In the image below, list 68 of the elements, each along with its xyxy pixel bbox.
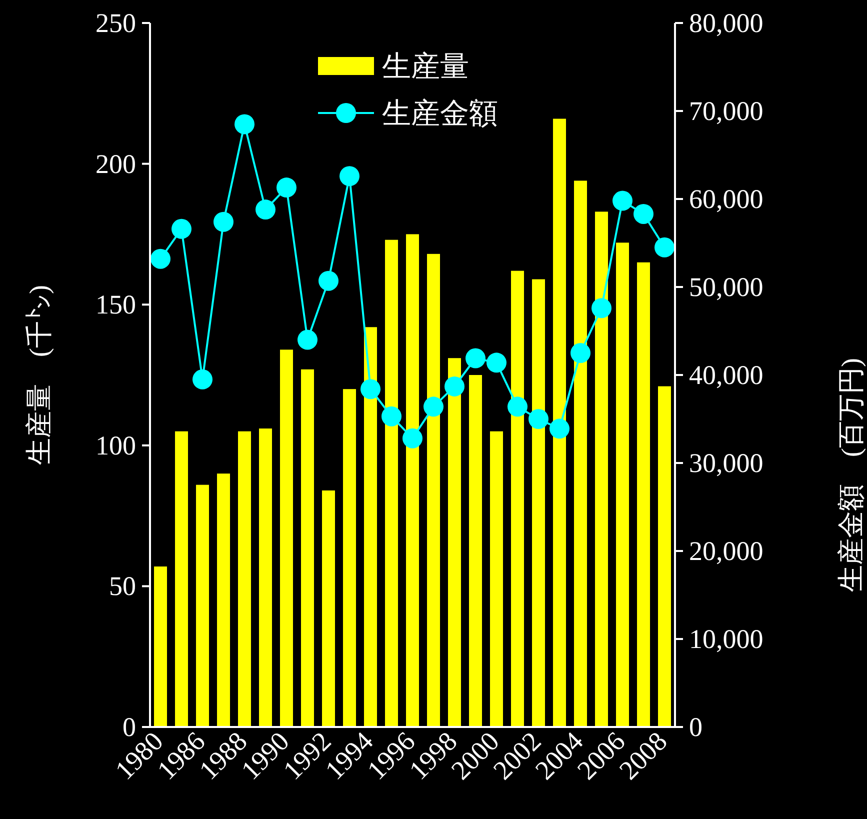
bar	[364, 327, 377, 727]
y2-tick-label: 60,000	[689, 184, 764, 214]
point	[508, 396, 528, 417]
bar	[175, 431, 188, 727]
point	[318, 270, 338, 291]
bar	[259, 428, 272, 727]
point	[444, 376, 464, 396]
point	[612, 190, 632, 211]
bar	[595, 212, 608, 727]
y2-tick-label: 50,000	[689, 272, 764, 302]
bar	[511, 270, 524, 727]
point	[276, 178, 296, 198]
point	[150, 248, 170, 269]
point	[486, 352, 506, 373]
bar	[469, 375, 482, 727]
y-tick-label: 250	[96, 8, 136, 38]
point	[214, 212, 234, 232]
bar	[322, 490, 335, 727]
y-tick-label: 50	[109, 571, 136, 602]
bar	[385, 240, 398, 727]
bar	[532, 279, 545, 727]
y-tick-label: 200	[96, 148, 136, 179]
bar	[658, 386, 671, 727]
point	[192, 369, 212, 390]
point	[360, 379, 380, 400]
point	[550, 418, 570, 439]
point	[234, 114, 254, 134]
point	[172, 218, 192, 239]
bar	[637, 262, 650, 727]
bar	[406, 234, 419, 727]
bar	[574, 180, 587, 727]
bar	[301, 369, 314, 727]
y2-tick-label: 10,000	[689, 624, 764, 654]
y2-tick-label: 30,000	[689, 448, 764, 478]
bar	[217, 474, 230, 727]
point	[570, 343, 590, 363]
bar	[490, 431, 503, 727]
bar	[238, 431, 251, 727]
y-axis-title: 生産量 (千㌧)	[24, 285, 54, 465]
legend-label: 生産金額	[382, 98, 498, 130]
point	[528, 409, 548, 429]
y2-axis-title: 生産金額 (百万円)	[836, 358, 866, 592]
y2-tick-label: 80,000	[689, 8, 764, 38]
point	[654, 237, 674, 258]
point	[634, 204, 654, 224]
bar	[427, 254, 440, 727]
y-tick-label: 150	[96, 290, 136, 320]
point	[340, 166, 360, 186]
point	[424, 396, 444, 417]
y2-tick-label: 40,000	[689, 360, 764, 390]
point	[298, 330, 318, 350]
y2-tick-label: 20,000	[689, 536, 764, 566]
bar	[553, 118, 566, 727]
y2-tick-label: 70,000	[689, 96, 764, 126]
bar	[448, 358, 461, 727]
y2-tick-label: 0	[689, 712, 702, 742]
point	[382, 406, 402, 426]
point	[256, 200, 276, 220]
bar	[154, 566, 167, 727]
bar	[280, 350, 293, 727]
bar	[343, 389, 356, 727]
legend-label: 生産量	[382, 51, 469, 83]
y-tick-label: 100	[96, 430, 136, 460]
bar	[196, 484, 209, 727]
point	[592, 298, 612, 318]
point	[466, 348, 486, 368]
bar	[616, 242, 629, 727]
point	[402, 428, 422, 448]
